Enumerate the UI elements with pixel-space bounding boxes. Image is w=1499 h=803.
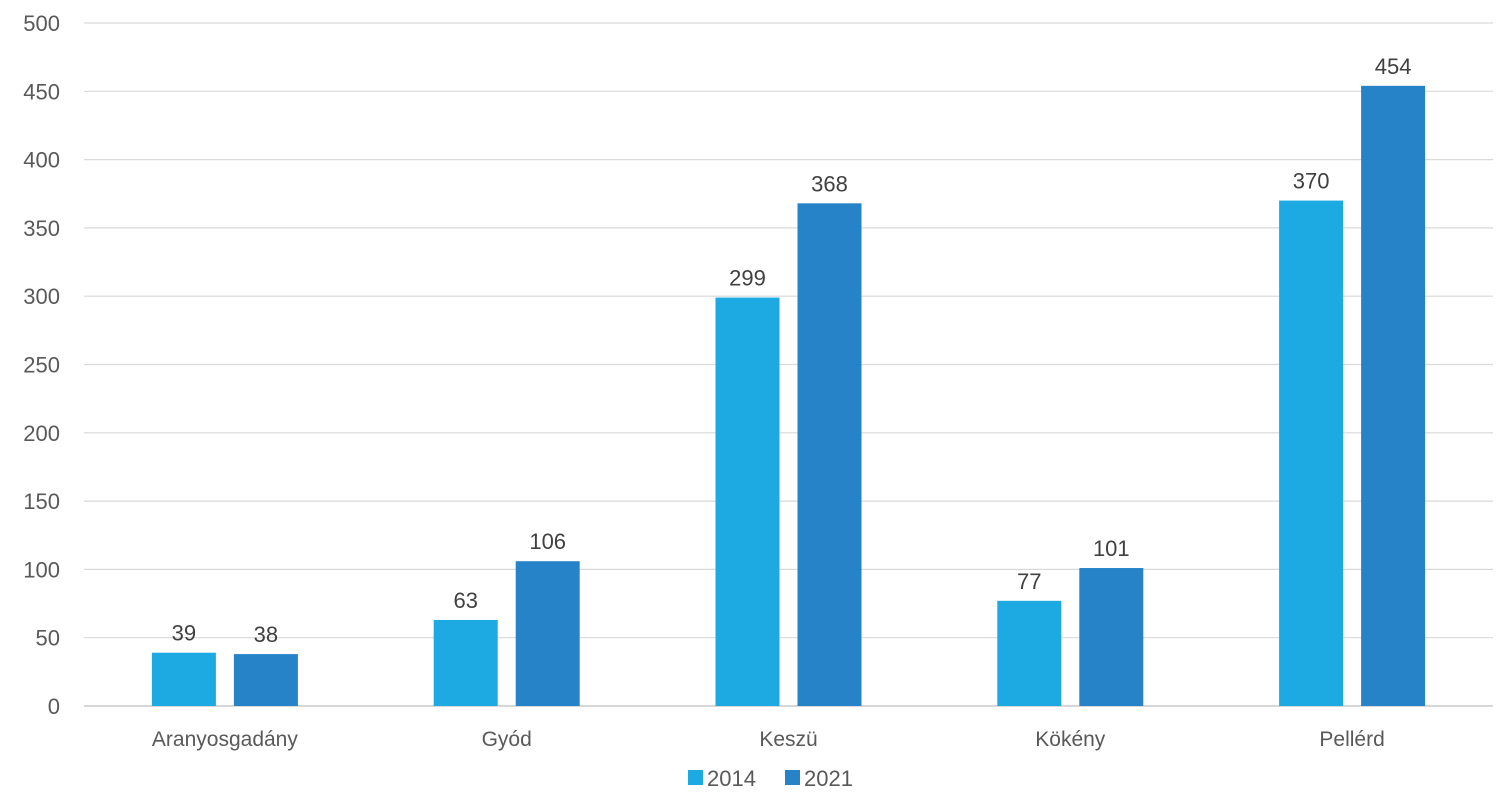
data-label: 38 [254, 622, 278, 647]
y-tick-label: 300 [23, 284, 60, 309]
y-tick-label: 350 [23, 216, 60, 241]
bar-2014-Aranyosgadány [151, 652, 216, 706]
category-label: Kökény [1035, 728, 1106, 751]
legend-label: 2021 [804, 766, 853, 791]
data-label: 106 [529, 529, 566, 554]
bar-2021-Kökény [1079, 568, 1144, 706]
bar-2021-Gyód [515, 561, 580, 706]
bar-2021-Pellérd [1361, 85, 1426, 706]
x-axis-category-labels: Aranyosgadány Gyód Keszü Kökény Pellérd [152, 728, 1385, 751]
bar-2014-Pellérd [1279, 200, 1344, 706]
y-tick-label: 150 [23, 489, 60, 514]
data-label: 370 [1293, 169, 1330, 194]
y-tick-label: 250 [23, 353, 60, 378]
bar-2014-Kökény [997, 600, 1062, 706]
legend-swatch-2021 [785, 770, 800, 785]
legend-label: 2014 [707, 766, 756, 791]
y-tick-label: 50 [36, 626, 60, 651]
data-label: 454 [1375, 54, 1412, 79]
category-label: Keszü [759, 728, 817, 751]
y-tick-label: 200 [23, 421, 60, 446]
bar-2021-Aranyosgadány [233, 654, 298, 706]
y-tick-label: 500 [23, 11, 60, 36]
data-label: 39 [172, 621, 196, 646]
data-label: 299 [729, 266, 766, 291]
data-labels: 39 38 63 106 299 368 77 101 370 454 [172, 54, 1412, 647]
data-label: 368 [811, 171, 848, 196]
y-axis-tick-labels: 0 50 100 150 200 250 300 350 400 450 500 [23, 11, 60, 719]
data-label: 63 [453, 588, 477, 613]
category-label: Pellérd [1319, 728, 1384, 751]
bar-2014-Keszü [715, 297, 780, 706]
y-tick-label: 100 [23, 557, 60, 582]
data-label: 77 [1017, 569, 1041, 594]
y-tick-label: 0 [48, 694, 60, 719]
legend: 2014 2021 [688, 766, 853, 791]
category-label: Gyód [482, 728, 532, 751]
data-label: 101 [1093, 536, 1130, 561]
bar-2014-Gyód [433, 619, 498, 706]
bars [151, 85, 1426, 706]
category-label: Aranyosgadány [152, 728, 298, 751]
y-tick-label: 400 [23, 148, 60, 173]
legend-swatch-2014 [688, 770, 703, 785]
gridlines [84, 22, 1493, 707]
bar-2021-Keszü [797, 203, 862, 706]
y-tick-label: 450 [23, 79, 60, 104]
